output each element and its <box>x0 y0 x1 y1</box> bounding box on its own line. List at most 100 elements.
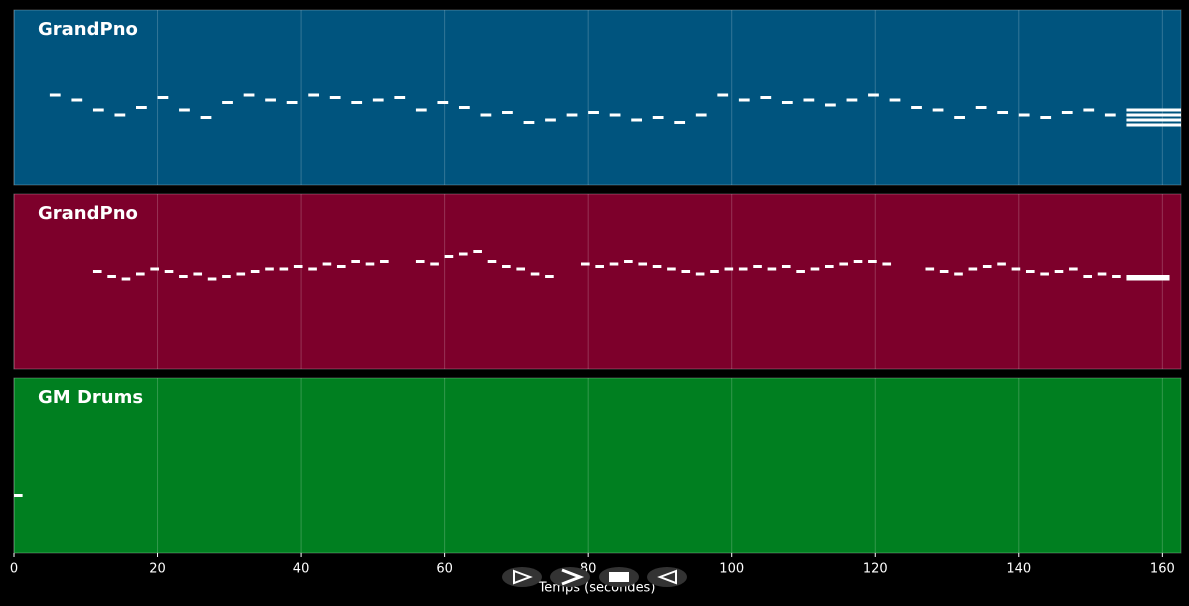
note <box>179 275 188 278</box>
note <box>265 98 276 102</box>
note <box>502 111 513 114</box>
note <box>179 108 190 112</box>
note <box>430 262 439 266</box>
note <box>724 267 734 271</box>
note <box>136 272 145 276</box>
note <box>760 96 772 99</box>
note <box>925 267 935 271</box>
x-tick-label: 140 <box>1006 562 1031 577</box>
note <box>415 108 427 112</box>
note <box>868 93 879 97</box>
note <box>753 265 762 268</box>
note <box>107 275 116 278</box>
note <box>1126 118 1181 122</box>
note <box>243 93 255 97</box>
note <box>1083 108 1095 112</box>
x-tick-label: 40 <box>293 562 310 577</box>
note <box>846 98 858 102</box>
note <box>853 260 863 263</box>
note <box>222 275 231 278</box>
note <box>667 267 676 271</box>
x-tick-label: 120 <box>863 562 888 577</box>
note <box>954 116 965 119</box>
note <box>609 262 619 266</box>
note <box>767 267 777 271</box>
note <box>1011 267 1021 271</box>
x-tick-label: 60 <box>436 562 453 577</box>
x-tick-label: 0 <box>10 562 18 577</box>
note <box>652 116 664 119</box>
note <box>415 260 425 263</box>
note <box>631 118 642 122</box>
note <box>939 270 949 273</box>
note <box>889 98 901 102</box>
note <box>1097 272 1107 276</box>
note <box>329 96 341 99</box>
note <box>710 270 719 273</box>
note <box>1112 275 1121 278</box>
note <box>781 265 791 268</box>
note <box>624 260 633 263</box>
note <box>380 260 389 263</box>
note <box>293 265 303 268</box>
note <box>437 101 449 104</box>
note <box>717 93 729 97</box>
note <box>781 101 793 104</box>
note <box>308 267 317 271</box>
note <box>193 272 203 276</box>
note <box>545 118 556 122</box>
note <box>114 113 126 117</box>
x-tick-label: 100 <box>719 562 744 577</box>
note <box>695 272 705 276</box>
note <box>487 260 497 263</box>
note <box>157 96 169 99</box>
note <box>1061 111 1073 114</box>
note <box>530 272 540 276</box>
note <box>121 277 131 281</box>
note <box>1054 270 1064 273</box>
note <box>523 121 535 124</box>
note <box>954 272 963 276</box>
note <box>1018 113 1030 117</box>
note <box>825 103 836 107</box>
x-tick-label: 160 <box>1150 562 1175 577</box>
note <box>1126 108 1181 112</box>
track-panel <box>13 377 1182 554</box>
note <box>351 260 360 263</box>
note <box>265 267 274 271</box>
rewind-button[interactable] <box>647 567 687 587</box>
note <box>545 275 554 278</box>
note <box>286 101 298 104</box>
note <box>394 96 406 99</box>
stop-button[interactable] <box>599 567 639 587</box>
note <box>588 111 599 114</box>
note <box>279 267 289 271</box>
note <box>968 267 978 271</box>
note <box>365 262 375 266</box>
note <box>1040 272 1049 276</box>
note <box>796 270 805 273</box>
note <box>595 265 604 268</box>
note <box>674 121 686 124</box>
note <box>14 494 23 497</box>
forward-button[interactable] <box>550 567 590 587</box>
note <box>92 270 102 273</box>
note <box>1083 275 1093 278</box>
note <box>1104 113 1116 117</box>
track-panel <box>13 9 1182 186</box>
note <box>810 267 820 271</box>
note <box>1126 113 1181 117</box>
play-button[interactable] <box>502 567 542 587</box>
note <box>458 252 468 256</box>
note <box>566 113 578 117</box>
note <box>236 272 246 276</box>
note <box>681 270 691 273</box>
note <box>609 113 621 117</box>
track-name: GM Drums <box>38 387 143 408</box>
track-name: GrandPno <box>38 203 138 224</box>
note <box>308 93 320 97</box>
note <box>473 250 482 253</box>
